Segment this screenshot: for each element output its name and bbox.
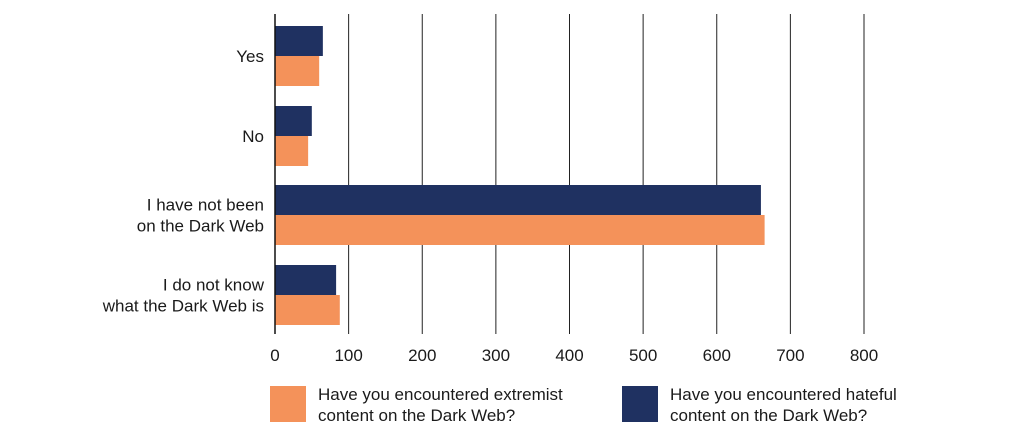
bar xyxy=(275,56,320,86)
x-tick-label: 300 xyxy=(482,346,510,365)
x-tick-label: 700 xyxy=(776,346,804,365)
bar xyxy=(275,185,761,215)
x-tick-labels: 0 100 200 300 400 500 600 700 800 xyxy=(270,346,878,365)
category-label: Yes xyxy=(236,47,264,66)
legend-swatch-extremist xyxy=(270,386,306,422)
category-label: No xyxy=(242,127,264,146)
legend-item-extremist: Have you encountered extremist content o… xyxy=(270,384,578,426)
gridlines xyxy=(348,14,865,334)
bar-chart: Yes No I have not been on the Dark Web I do … xyxy=(102,14,878,365)
legend-label-extremist: Have you encountered extremist content o… xyxy=(318,385,563,425)
legend-label-hateful: Have you encountered hateful content on … xyxy=(670,385,897,425)
bar xyxy=(275,136,309,166)
category-label: I do not know what the Dark Web is xyxy=(102,276,265,316)
x-tick-label: 500 xyxy=(629,346,657,365)
category-labels: Yes No I have not been on the Dark Web I do … xyxy=(102,47,265,316)
bar xyxy=(275,106,312,136)
x-tick-label: 800 xyxy=(850,346,878,365)
bar xyxy=(275,215,765,245)
bar xyxy=(275,26,323,56)
x-tick-label: 200 xyxy=(408,346,436,365)
x-tick-label: 0 xyxy=(270,346,279,365)
category-label: I have not been on the Dark Web xyxy=(137,196,264,236)
bars xyxy=(275,26,765,325)
x-tick-label: 400 xyxy=(555,346,583,365)
x-tick-label: 600 xyxy=(703,346,731,365)
bar xyxy=(275,265,337,295)
legend-item-hateful: Have you encountered hateful content on … xyxy=(622,384,930,426)
legend-swatch-hateful xyxy=(622,386,658,422)
x-tick-label: 100 xyxy=(334,346,362,365)
bar xyxy=(275,295,340,325)
